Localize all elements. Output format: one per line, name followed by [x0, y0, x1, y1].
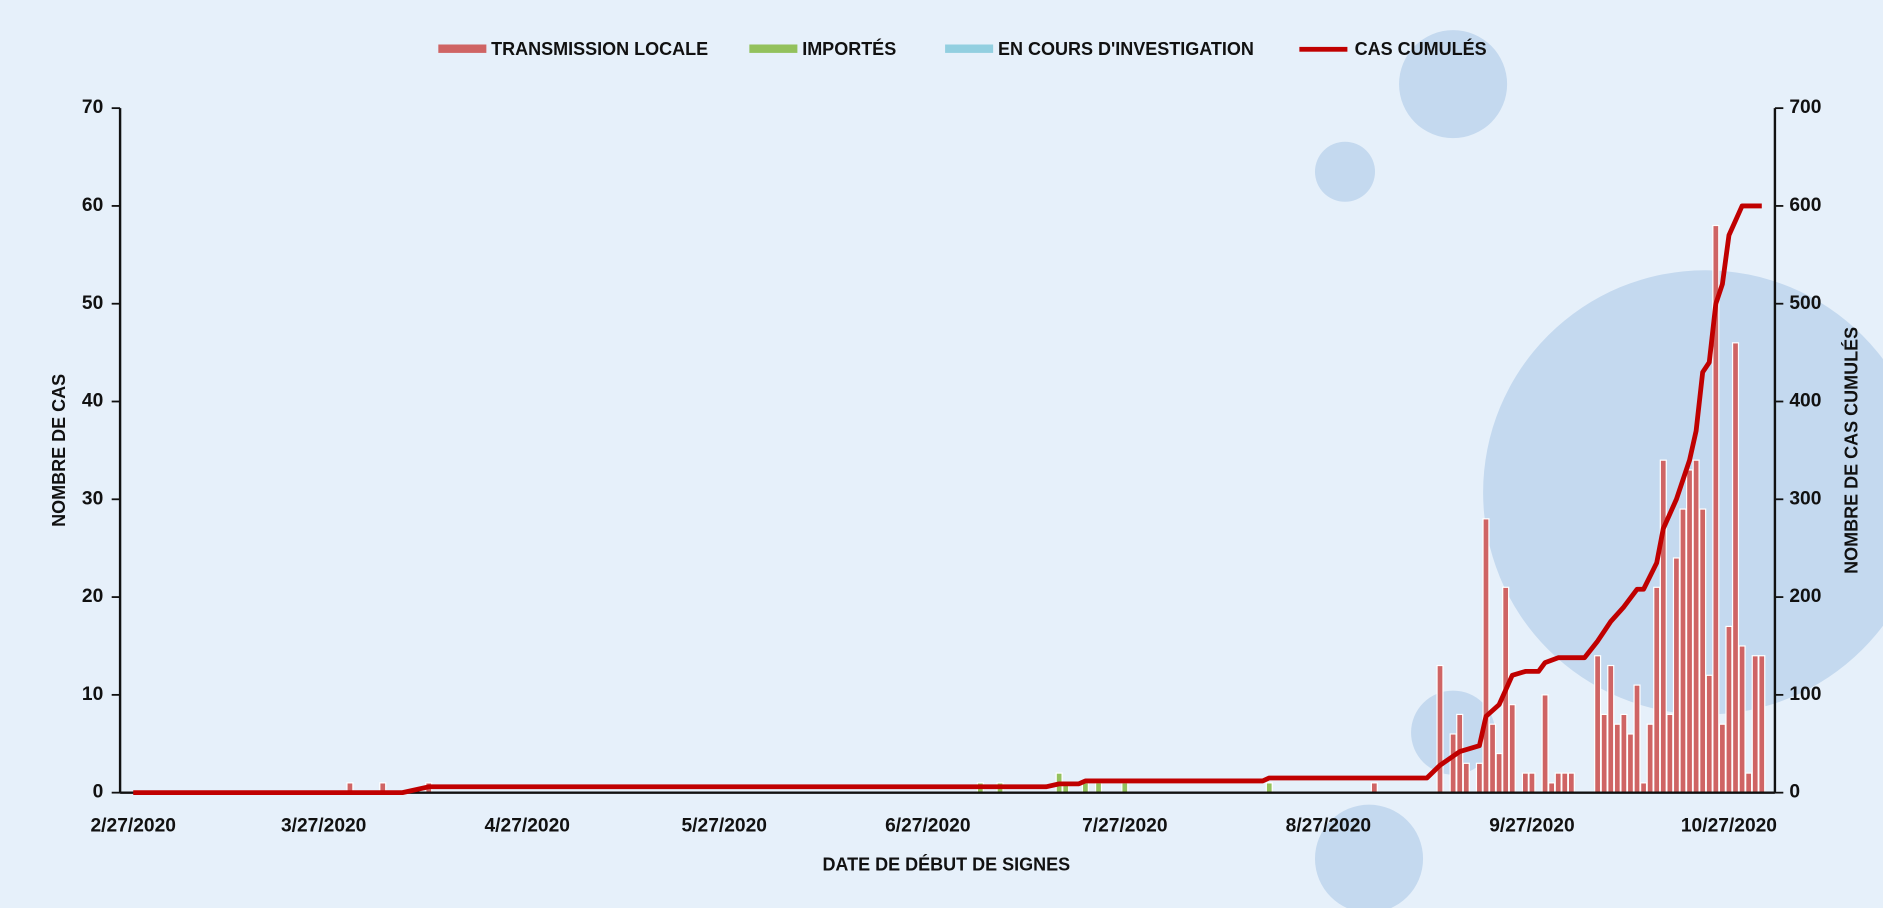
- bar: [1685, 469, 1694, 794]
- bar: [1521, 772, 1529, 794]
- bar: [1554, 772, 1562, 794]
- y-tick-label: 20: [82, 586, 103, 607]
- x-axis-label: DATE DE DÉBUT DE SIGNES: [822, 854, 1070, 875]
- y-tick-label: 30: [82, 488, 103, 509]
- y-tick-label: 60: [82, 195, 103, 216]
- bar: [1705, 674, 1713, 794]
- bar: [1731, 342, 1740, 794]
- legend-label: TRANSMISSION LOCALE: [491, 39, 708, 59]
- bar: [1482, 518, 1490, 794]
- bar: [1528, 772, 1536, 794]
- bar: [1607, 664, 1615, 794]
- y-axis-label: NOMBRE DE CAS: [49, 374, 69, 527]
- bar: [1370, 782, 1378, 794]
- x-tick-label: 2/27/2020: [91, 815, 176, 836]
- y-tick-label: 40: [82, 391, 103, 412]
- legend-label: EN COURS D'INVESTIGATION: [998, 39, 1254, 59]
- bar: [1495, 752, 1503, 794]
- bar: [1653, 586, 1661, 794]
- y2-tick-label: 200: [1789, 586, 1821, 607]
- bar: [1679, 508, 1687, 794]
- bar: [1718, 723, 1726, 794]
- y-tick-label: 70: [82, 97, 103, 118]
- bar: [1121, 782, 1129, 794]
- y-tick-label: 0: [93, 782, 104, 803]
- line: [133, 203, 1762, 796]
- bar: [1666, 713, 1674, 794]
- bar: [1436, 664, 1444, 794]
- y-tick-label: 50: [82, 293, 103, 314]
- x-tick-label: 4/27/2020: [485, 815, 570, 836]
- bar: [1626, 733, 1635, 794]
- bar: [1672, 557, 1680, 794]
- y2-tick-label: 400: [1789, 391, 1821, 412]
- bar: [1548, 782, 1556, 794]
- bar: [1692, 459, 1700, 794]
- bar: [1659, 459, 1667, 794]
- y2-tick-label: 600: [1789, 195, 1821, 216]
- y2-tick-label: 500: [1789, 293, 1821, 314]
- bar: [1567, 772, 1575, 794]
- bar: [1488, 723, 1497, 794]
- bar: [1738, 645, 1746, 794]
- y2-tick-label: 100: [1789, 684, 1821, 705]
- bar: [1640, 782, 1648, 794]
- legend-label: CAS CUMULÉS: [1355, 38, 1487, 59]
- y2-tick-label: 300: [1789, 488, 1821, 509]
- bar: [1751, 655, 1759, 794]
- x-tick-label: 8/27/2020: [1286, 815, 1371, 836]
- x-tick-label: 5/27/2020: [682, 815, 767, 836]
- bar: [1094, 782, 1103, 794]
- y2-axis-label: NOMBRE DE CAS CUMULÉS: [1841, 327, 1862, 574]
- y-tick-label: 10: [82, 684, 103, 705]
- bar: [1600, 713, 1608, 794]
- legend-label: IMPORTÉS: [802, 38, 896, 59]
- bar: [1541, 694, 1549, 794]
- bar: [1462, 762, 1470, 794]
- bar: [1620, 713, 1628, 794]
- bar: [1633, 684, 1641, 794]
- x-tick-label: 7/27/2020: [1082, 815, 1167, 836]
- bar: [1475, 762, 1483, 794]
- x-tick-label: 6/27/2020: [885, 815, 970, 836]
- bar: [1758, 655, 1766, 794]
- y2-tick-label: 700: [1789, 97, 1821, 118]
- x-tick-label: 3/27/2020: [281, 815, 366, 836]
- legend-swatch: [749, 44, 798, 53]
- legend-swatch: [438, 44, 487, 53]
- bar: [1561, 772, 1569, 794]
- bar: [1613, 723, 1621, 794]
- bar: [1265, 782, 1273, 794]
- bar: [1508, 704, 1516, 794]
- y2-tick-label: 0: [1789, 782, 1800, 803]
- bar: [1646, 723, 1654, 794]
- bar: [1699, 508, 1707, 794]
- legend-swatch: [945, 44, 994, 53]
- legend-swatch: [1299, 46, 1348, 52]
- x-tick-label: 10/27/2020: [1681, 815, 1777, 836]
- bar: [1594, 655, 1602, 794]
- bar: [1745, 772, 1753, 794]
- bar: [1449, 733, 1457, 794]
- bar: [1725, 625, 1733, 794]
- x-tick-label: 9/27/2020: [1489, 815, 1574, 836]
- background-decoration: [1314, 30, 1883, 908]
